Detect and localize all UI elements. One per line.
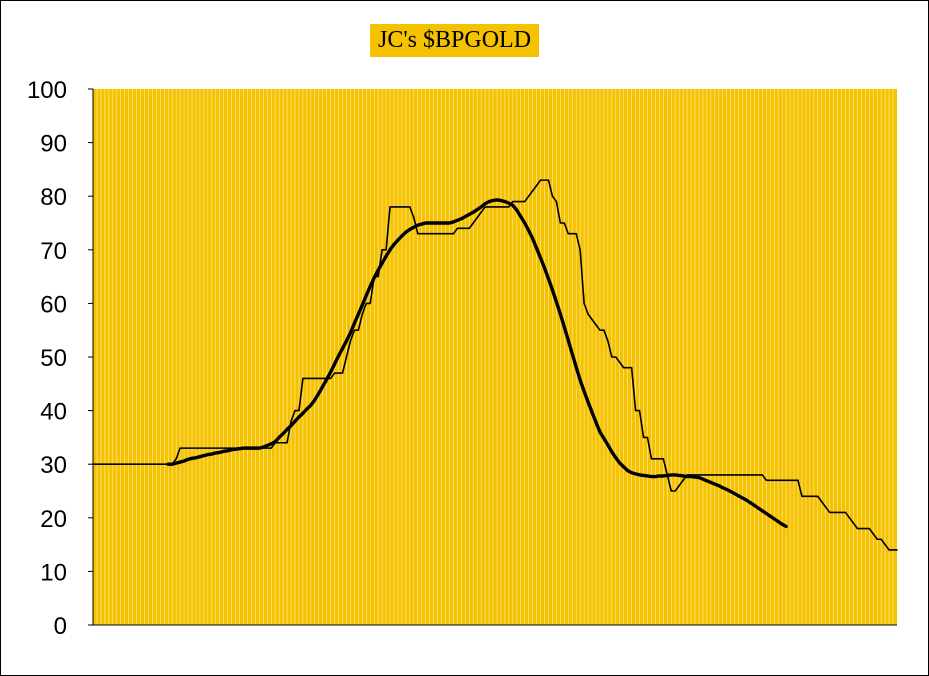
series-line-thick: [166, 198, 788, 529]
y-axis: 0 10 20 30 40 50 60 70 80 90 100: [27, 77, 94, 640]
y-tick-label: 50: [40, 345, 67, 372]
y-tick-label: 20: [40, 506, 67, 533]
y-tick-label: 90: [40, 131, 67, 158]
y-tick-label: 30: [40, 452, 67, 479]
y-tick-label: 80: [40, 184, 67, 211]
y-tick-label: 60: [40, 291, 67, 318]
y-tick-label: 100: [27, 77, 67, 104]
series-line-thin: [92, 179, 898, 551]
y-tick-label: 0: [54, 613, 67, 640]
chart-title: JC's $BPGOLD: [370, 24, 540, 57]
vertical-gridlines: [96, 89, 894, 625]
y-tick-label: 70: [40, 238, 67, 265]
y-tick-label: 40: [40, 399, 67, 426]
y-tick-label: 10: [40, 559, 67, 586]
series-lines: [92, 179, 898, 551]
plot-area: [93, 89, 897, 625]
